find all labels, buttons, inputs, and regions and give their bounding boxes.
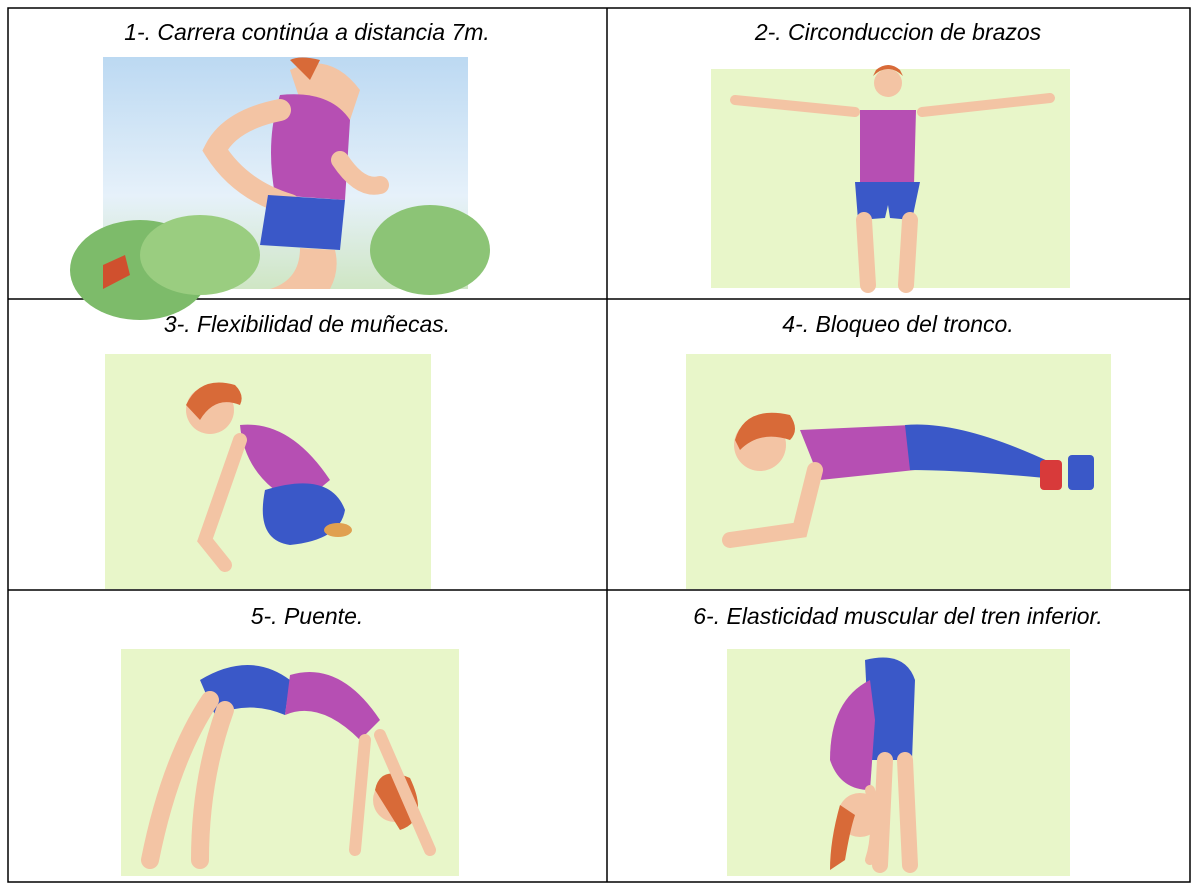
- table-border: [7, 7, 1191, 883]
- caption: 1-. Carrera continúa a distancia 7m.: [124, 19, 490, 45]
- caption: 5-. Puente.: [251, 603, 364, 629]
- caption: 2-. Circonduccion de brazos: [754, 19, 1042, 45]
- illustration-bridge: [121, 649, 459, 876]
- illustration-wrist-flexibility: [105, 354, 431, 589]
- illustration-running: [70, 57, 490, 320]
- table-grid: [7, 7, 1191, 883]
- illustration-plank: [686, 354, 1111, 589]
- caption: 3-. Flexibilidad de muñecas.: [164, 311, 450, 337]
- illustration-forward-fold: [727, 649, 1070, 876]
- caption: 6-. Elasticidad muscular del tren inferi…: [693, 603, 1103, 629]
- caption: 4-. Bloqueo del tronco.: [782, 311, 1013, 337]
- illustration-arm-circles: [711, 65, 1070, 293]
